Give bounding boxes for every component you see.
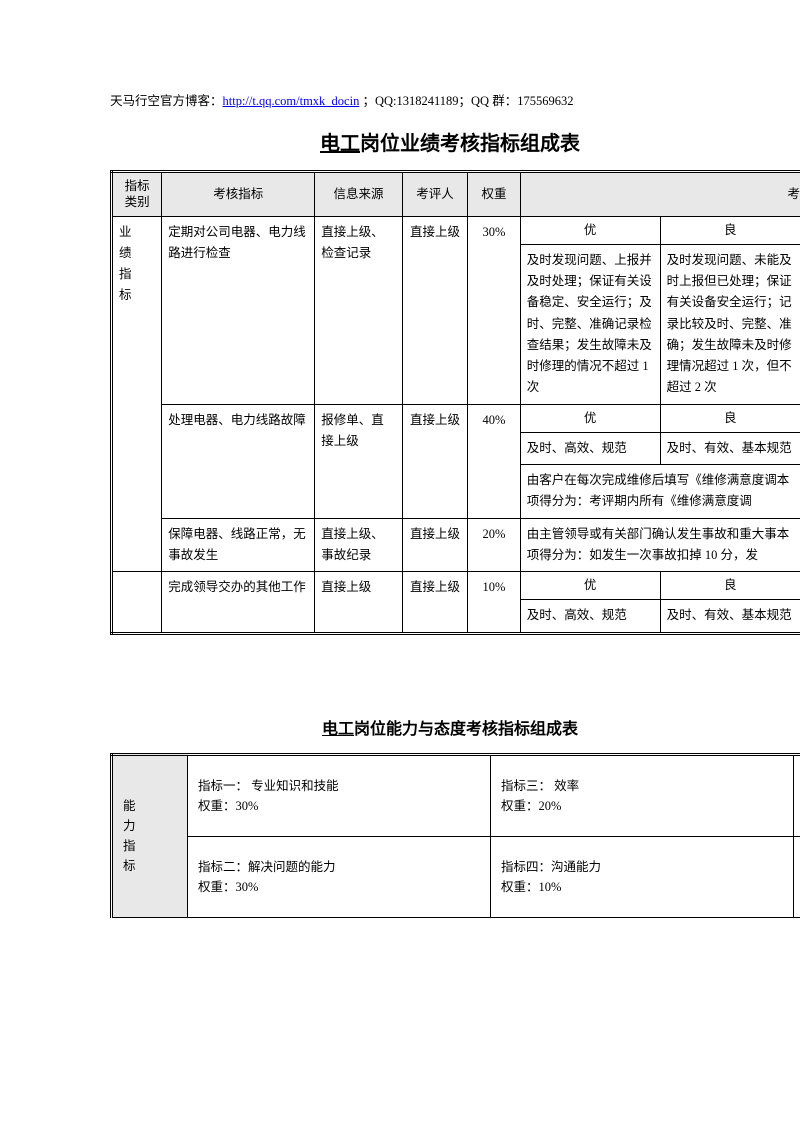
indicator-weight: 权重：10%	[501, 880, 561, 894]
indicator-weight: 权重：30%	[198, 799, 258, 813]
cell-weight: 40%	[468, 404, 520, 518]
table-row: 完成领导交办的其他工作 直接上级 直接上级 10% 优 良	[112, 572, 800, 600]
cell-reviewer: 直接上级	[402, 518, 468, 572]
cell-source: 直接上级、检查记录	[315, 216, 402, 404]
ability-table: 能力指标 指标一： 专业知识和技能 权重：30% 指标三： 效率 权重：20% …	[110, 753, 800, 918]
grade-a: 及时、高效、规范	[520, 432, 660, 464]
th-source: 信息来源	[315, 172, 402, 217]
th-category: 指标类别	[112, 172, 162, 217]
note: 由主管领导或有关部门确认发生事故和重大事本项得分为：如发生一次事故扣掉 10 分…	[520, 518, 800, 572]
title2-pre: 电工	[322, 721, 354, 738]
indicator-weight: 权重：30%	[198, 880, 258, 894]
ability-cell	[794, 836, 800, 917]
cell-metric: 定期对公司电器、电力线路进行检查	[162, 216, 315, 404]
th-reviewer: 考评人	[402, 172, 468, 217]
ability-cell: 指标三： 效率 权重：20%	[491, 754, 794, 836]
grade-b: 及时、有效、基本规范	[660, 432, 800, 464]
title2-rest: 岗位能力与态度考核指标组成表	[354, 721, 578, 738]
th-weight: 权重	[468, 172, 520, 217]
grade-b: 及时发现问题、未能及时上报但已处理；保证有关设备安全运行；记录比较及时、完整、准…	[660, 244, 800, 404]
grade-head-a: 优	[520, 404, 660, 432]
table-row: 指标二：解决问题的能力 权重：30% 指标四：沟通能力 权重：10%	[112, 836, 800, 917]
ability-cell: 指 权	[794, 754, 800, 836]
title1-rest: 岗位业绩考核指标组成表	[360, 133, 580, 155]
header-pre: 天马行空官方博客：	[110, 94, 223, 108]
category-blank	[112, 572, 162, 634]
performance-table: 指标类别 考核指标 信息来源 考评人 权重 考 业绩指标 定期对公司电器、电力线…	[110, 170, 800, 635]
indicator-weight: 权重：20%	[501, 799, 561, 813]
grade-a: 及时发现问题、上报并及时处理；保证有关设备稳定、安全运行；及时、完整、准确记录检…	[520, 244, 660, 404]
cell-source: 直接上级、事故纪录	[315, 518, 402, 572]
indicator-name: 指标二：解决问题的能力	[198, 860, 336, 874]
th-metric: 考核指标	[162, 172, 315, 217]
title1-pre: 电工	[320, 133, 360, 155]
title-2: 电工岗位能力与态度考核指标组成表	[110, 715, 790, 739]
category-ability: 能力指标	[112, 754, 188, 917]
note: 由客户在每次完成维修后填写《维修满意度调本项得分为：考评期内所有《维修满意度调	[520, 465, 800, 519]
category-performance: 业绩指标	[112, 216, 162, 572]
indicator-name: 指标三： 效率	[501, 779, 579, 793]
header-link[interactable]: http://t.qq.com/tmxk_docin	[223, 94, 360, 108]
table-row: 指标类别 考核指标 信息来源 考评人 权重 考	[112, 172, 800, 217]
ability-cell: 指标四：沟通能力 权重：10%	[491, 836, 794, 917]
table-row: 保障电器、线路正常，无事故发生 直接上级、事故纪录 直接上级 20% 由主管领导…	[112, 518, 800, 572]
grade-head-b: 良	[660, 216, 800, 244]
header-attribution: 天马行空官方博客：http://t.qq.com/tmxk_docin ；QQ:…	[110, 90, 690, 109]
table-row: 处理电器、电力线路故障 报修单、直接上级 直接上级 40% 优 良	[112, 404, 800, 432]
grade-b: 及时、有效、基本规范	[660, 600, 800, 633]
title-1: 电工岗位业绩考核指标组成表	[110, 127, 790, 156]
header-post: ；QQ:1318241189；QQ 群：175569632	[359, 94, 573, 108]
grade-head-b: 良	[660, 572, 800, 600]
grade-a: 及时、高效、规范	[520, 600, 660, 633]
cat-label: 业绩指标	[119, 222, 132, 307]
cell-reviewer: 直接上级	[402, 572, 468, 634]
cell-metric: 保障电器、线路正常，无事故发生	[162, 518, 315, 572]
grade-head-a: 优	[520, 572, 660, 600]
cell-metric: 完成领导交办的其他工作	[162, 572, 315, 634]
cell-weight: 30%	[468, 216, 520, 404]
grade-head-b: 良	[660, 404, 800, 432]
indicator-name: 指标四：沟通能力	[501, 860, 601, 874]
table-row: 能力指标 指标一： 专业知识和技能 权重：30% 指标三： 效率 权重：20% …	[112, 754, 800, 836]
cell-source: 报修单、直接上级	[315, 404, 402, 518]
cell-reviewer: 直接上级	[402, 404, 468, 518]
cell-source: 直接上级	[315, 572, 402, 634]
grade-head-a: 优	[520, 216, 660, 244]
table-row: 业绩指标 定期对公司电器、电力线路进行检查 直接上级、检查记录 直接上级 30%…	[112, 216, 800, 244]
th-standard: 考	[520, 172, 800, 217]
cat-label: 能力指标	[123, 796, 136, 876]
ability-cell: 指标二：解决问题的能力 权重：30%	[188, 836, 491, 917]
cell-metric: 处理电器、电力线路故障	[162, 404, 315, 518]
cell-reviewer: 直接上级	[402, 216, 468, 404]
cell-weight: 10%	[468, 572, 520, 634]
indicator-name: 指标一： 专业知识和技能	[198, 779, 339, 793]
cell-weight: 20%	[468, 518, 520, 572]
ability-cell: 指标一： 专业知识和技能 权重：30%	[188, 754, 491, 836]
